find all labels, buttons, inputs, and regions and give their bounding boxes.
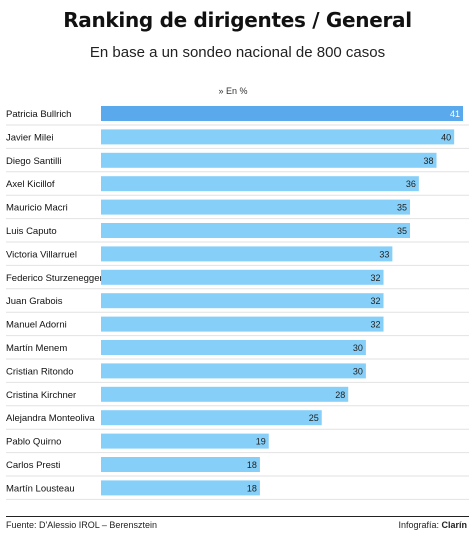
bar: [101, 363, 366, 379]
footer-divider: [6, 516, 469, 517]
bar: [101, 340, 366, 355]
bar: [101, 480, 260, 496]
value-label: 38: [423, 156, 433, 166]
bar: [101, 223, 411, 238]
value-label: 19: [256, 437, 266, 447]
value-label: 35: [397, 226, 407, 236]
category-label: Cristina Kirchner: [6, 390, 76, 401]
bar: [101, 176, 419, 192]
category-label: Pablo Quirno: [6, 437, 61, 448]
bar: [101, 433, 269, 449]
bar: [101, 410, 322, 426]
value-label: 41: [450, 109, 460, 119]
category-label: Alejandra Monteoliva: [6, 413, 95, 424]
category-label: Martín Menem: [6, 343, 67, 354]
bar: [101, 293, 384, 309]
value-label: 28: [335, 390, 345, 400]
value-label: 40: [441, 132, 451, 142]
value-label: 36: [406, 179, 416, 189]
category-label: Juan Grabois: [6, 296, 63, 307]
bar: [101, 106, 463, 121]
bar: [101, 129, 455, 145]
bar: [101, 199, 411, 215]
bar: [101, 457, 260, 472]
category-label: Mauricio Macri: [6, 203, 68, 214]
category-label: Patricia Bullrich: [6, 109, 71, 120]
value-label: 30: [353, 343, 363, 353]
value-label: 18: [247, 483, 257, 493]
category-label: Victoria Villarruel: [6, 249, 77, 260]
credit-brand: Clarín: [441, 520, 467, 530]
bar: [101, 269, 384, 285]
value-label: 32: [371, 320, 381, 330]
value-label: 33: [379, 249, 389, 259]
value-label: 32: [371, 273, 381, 283]
value-label: 30: [353, 366, 363, 376]
category-label: Javier Milei: [6, 132, 54, 143]
value-label: 35: [397, 203, 407, 213]
unit-note: » En %: [218, 86, 248, 96]
bar: [101, 316, 384, 332]
category-label: Cristian Ritondo: [6, 366, 74, 377]
category-label: Axel Kicillof: [6, 179, 55, 190]
category-label: Federico Sturzenegger: [6, 273, 103, 284]
chart-title: Ranking de dirigentes / General: [63, 8, 412, 32]
value-label: 25: [309, 413, 319, 423]
credit-note: Infografía: Clarín: [398, 520, 467, 530]
value-label: 32: [371, 296, 381, 306]
chart-subtitle: En base a un sondeo nacional de 800 caso…: [89, 44, 386, 61]
category-label: Diego Santilli: [6, 156, 61, 167]
category-label: Carlos Presti: [6, 460, 60, 471]
bar: [101, 386, 349, 402]
bar: [101, 152, 437, 168]
category-label: Martín Lousteau: [6, 483, 75, 494]
category-label: Luis Caputo: [6, 226, 57, 237]
value-label: 18: [247, 460, 257, 470]
bar: [101, 246, 393, 262]
credit-label: Infografía:: [398, 520, 439, 530]
category-label: Manuel Adorni: [6, 320, 67, 331]
source-note: Fuente: D'Alessio IROL – Berensztein: [6, 520, 157, 530]
